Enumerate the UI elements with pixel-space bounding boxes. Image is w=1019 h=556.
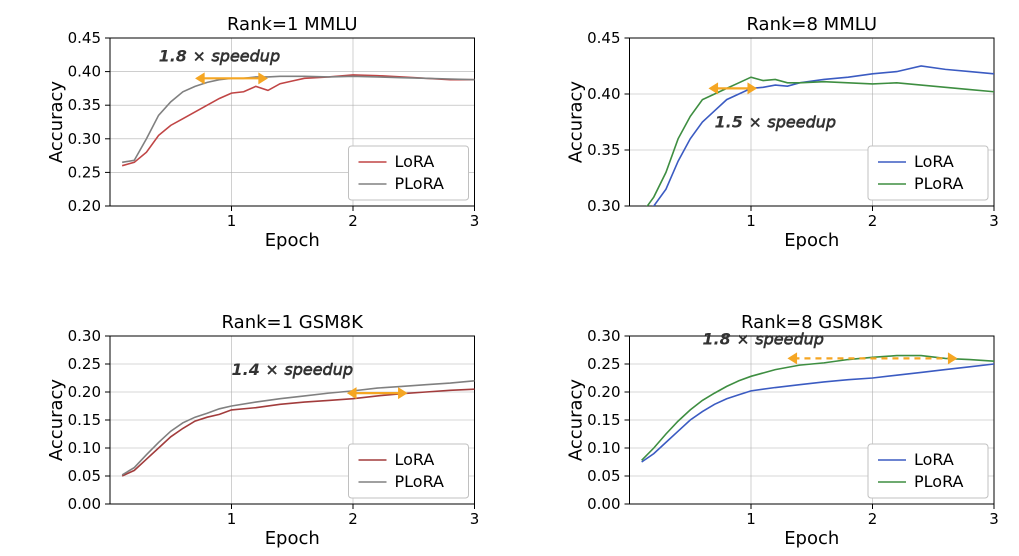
xlabel: Epoch (265, 230, 320, 251)
panel-r1-gsm8k: 1 2 3 0.00 0.05 0.10 0.15 0.20 0.25 0.30 Epoch Accu… (46, 312, 479, 549)
ytick-label: 0.15 (587, 411, 620, 429)
speedup-arrow-head-right (948, 352, 958, 364)
speedup-arrow-head-right (398, 387, 408, 399)
xtick-label: 1 (746, 510, 756, 528)
xtick-label: 3 (470, 510, 480, 528)
legend-label: PLoRA (395, 174, 445, 193)
figure-svg: 1 2 3 0.20 0.25 0.30 0.35 0.40 0.45 Epoch Accuracy… (0, 0, 1019, 556)
ytick-label: 0.05 (68, 467, 101, 485)
legend: LoRA PLoRA (868, 444, 988, 498)
legend: LoRA PLoRA (349, 444, 469, 498)
ytick-label: 0.35 (68, 96, 101, 114)
ytick-label: 0.30 (68, 130, 101, 148)
xtick-label: 2 (868, 510, 878, 528)
ytick-label: 0.15 (68, 411, 101, 429)
ylabel: Accuracy (566, 81, 587, 164)
ytick-label: 0.05 (587, 467, 620, 485)
xtick-label: 2 (348, 510, 358, 528)
ytick-label: 0.20 (68, 197, 101, 215)
legend-label: PLoRA (914, 174, 964, 193)
xtick-label: 1 (746, 212, 756, 230)
ytick-label: 0.00 (587, 495, 620, 513)
xtick-label: 3 (989, 510, 999, 528)
ylabel: Accuracy (46, 81, 67, 164)
speedup-arrow-head-left (708, 82, 718, 94)
ytick-label: 0.25 (68, 355, 101, 373)
ytick-label: 0.00 (68, 495, 101, 513)
xtick-label: 2 (868, 212, 878, 230)
xlabel: Epoch (265, 528, 320, 549)
panel-r8-gsm8k: 1 2 3 0.00 0.05 0.10 0.15 0.20 0.25 0.30 Epoch Accu… (566, 312, 999, 549)
ytick-label: 0.20 (68, 383, 101, 401)
ylabel: Accuracy (46, 379, 67, 462)
speedup-arrow-head-left (787, 352, 797, 364)
ytick-label: 0.30 (587, 197, 620, 215)
panel-title: Rank=8 MMLU (746, 14, 877, 35)
speedup-arrow-head-left (347, 387, 357, 399)
xtick-label: 3 (989, 212, 999, 230)
speedup-annotation: 1.4 × 𝘴𝘱𝘦𝘦𝘥𝘶𝘱 (231, 360, 353, 379)
ytick-label: 0.25 (587, 355, 620, 373)
figure: 1 2 3 0.20 0.25 0.30 0.35 0.40 0.45 Epoch Accuracy… (0, 0, 1019, 556)
speedup-annotation: 1.5 × 𝘴𝘱𝘦𝘦𝘥𝘶𝘱 (715, 113, 837, 132)
ytick-label: 0.30 (68, 327, 101, 345)
ytick-label: 0.35 (587, 141, 620, 159)
ytick-label: 0.45 (587, 29, 620, 47)
ytick-label: 0.20 (587, 383, 620, 401)
ytick-label: 0.10 (68, 439, 101, 457)
xtick-label: 3 (470, 212, 480, 230)
ytick-label: 0.40 (587, 85, 620, 103)
panel-title: Rank=1 GSM8K (222, 312, 365, 333)
xlabel: Epoch (784, 528, 839, 549)
legend-label: LoRA (914, 152, 954, 171)
ytick-label: 0.30 (587, 327, 620, 345)
xlabel: Epoch (784, 230, 839, 251)
ylabel: Accuracy (566, 379, 587, 462)
speedup-arrow-head-left (195, 72, 205, 84)
legend-label: LoRA (395, 152, 435, 171)
legend: LoRA PLoRA (868, 146, 988, 200)
panel-r8-mmlu: 1 2 3 0.30 0.35 0.40 0.45 Epoch Accuracy Rank=8 M… (566, 14, 999, 251)
panel-r1-mmlu: 1 2 3 0.20 0.25 0.30 0.35 0.40 0.45 Epoch Accuracy… (46, 14, 479, 251)
xtick-label: 1 (227, 212, 237, 230)
speedup-arrow-head-right (747, 82, 757, 94)
ytick-label: 0.10 (587, 439, 620, 457)
legend: LoRA PLoRA (349, 146, 469, 200)
speedup-annotation: 1.8 × 𝘴𝘱𝘦𝘦𝘥𝘶𝘱 (702, 329, 824, 348)
ytick-label: 0.25 (68, 163, 101, 181)
legend-label: PLoRA (914, 472, 964, 491)
legend-label: LoRA (914, 450, 954, 469)
legend-label: LoRA (395, 450, 435, 469)
speedup-arrow-head-right (258, 72, 268, 84)
ytick-label: 0.40 (68, 63, 101, 81)
xtick-label: 2 (348, 212, 358, 230)
speedup-annotation: 1.8 × 𝘴𝘱𝘦𝘦𝘥𝘶𝘱 (159, 47, 281, 66)
panel-title: Rank=1 MMLU (227, 14, 358, 35)
ytick-label: 0.45 (68, 29, 101, 47)
legend-label: PLoRA (395, 472, 445, 491)
xtick-label: 1 (227, 510, 237, 528)
